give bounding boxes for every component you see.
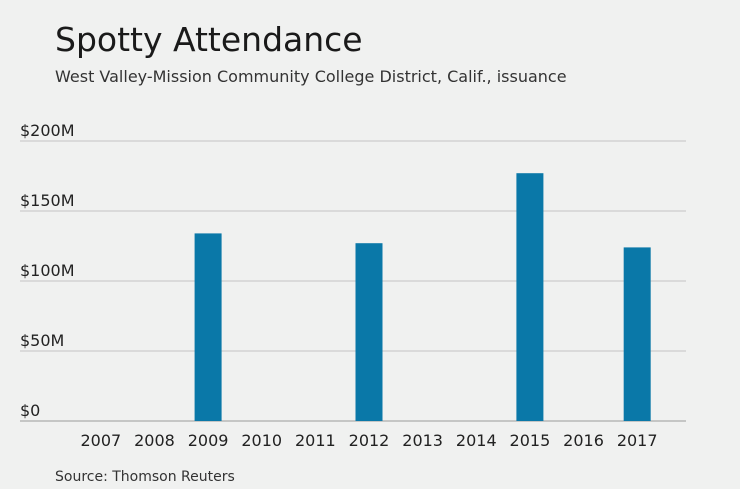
x-tick-label: 2009 (188, 431, 229, 450)
bars (194, 173, 651, 421)
x-tick-label: 2013 (402, 431, 443, 450)
x-tick-label: 2015 (510, 431, 551, 450)
source-note: Source: Thomson Reuters (55, 469, 235, 485)
y-tick-label: $150M (20, 191, 75, 210)
bar (623, 247, 651, 421)
bar (516, 173, 544, 421)
y-tick-label: $200M (20, 121, 75, 140)
y-axis-labels: $0 $50M $100M $150M $200M (20, 121, 75, 420)
chart-subtitle: West Valley-Mission Community College Di… (55, 67, 567, 86)
y-tick-label: $50M (20, 331, 64, 350)
chart-title: Spotty Attendance (55, 20, 363, 59)
x-tick-label: 2008 (134, 431, 175, 450)
x-tick-label: 2017 (617, 431, 658, 450)
x-tick-label: 2007 (80, 431, 121, 450)
gridlines (20, 140, 686, 422)
x-tick-label: 2010 (241, 431, 282, 450)
bar (355, 243, 383, 421)
x-axis-labels: 2007 2008 2009 2010 2011 2012 2013 2014 2015 2016… (80, 431, 657, 450)
x-tick-label: 2014 (456, 431, 497, 450)
y-tick-label: $0 (20, 401, 40, 420)
bar (194, 233, 222, 421)
y-tick-label: $100M (20, 261, 75, 280)
x-tick-label: 2012 (349, 431, 390, 450)
x-tick-label: 2011 (295, 431, 336, 450)
x-tick-label: 2016 (563, 431, 604, 450)
